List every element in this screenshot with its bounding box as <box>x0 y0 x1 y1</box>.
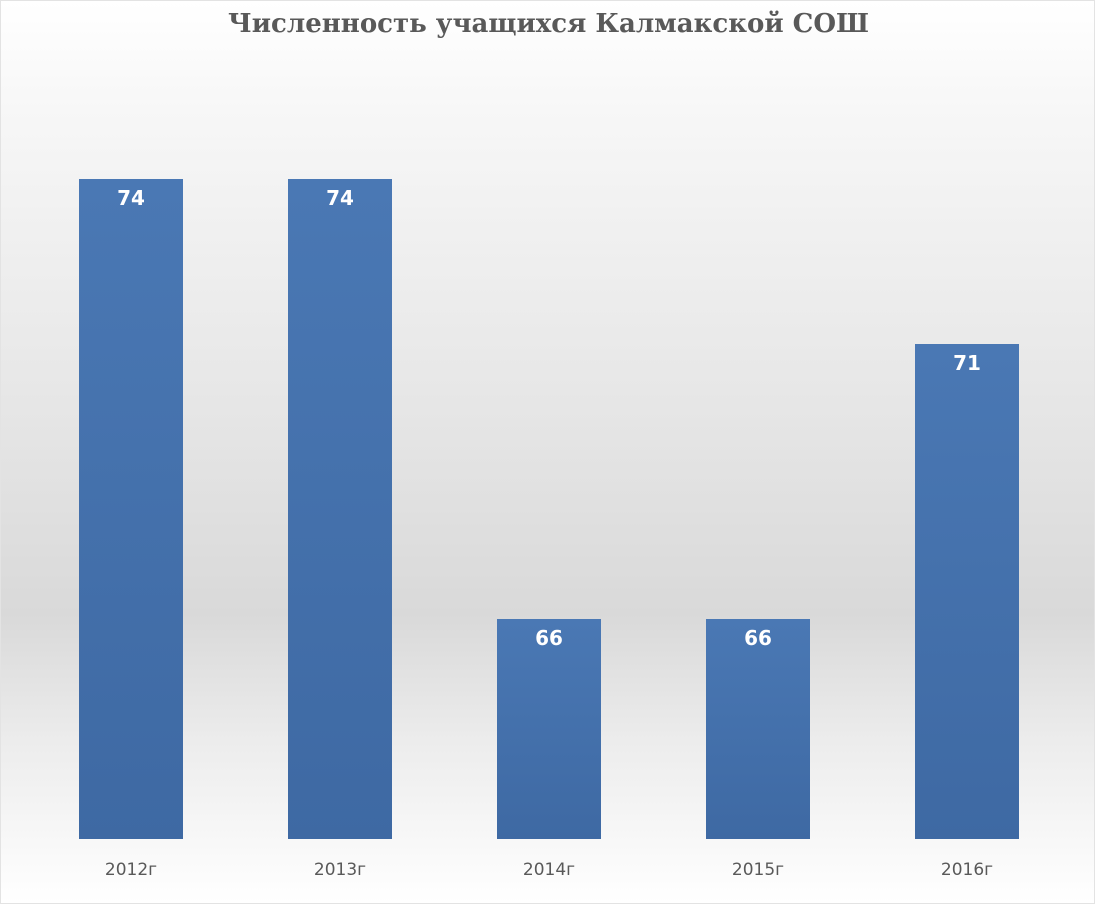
bar-2015г <box>706 619 810 839</box>
bar-2016г <box>915 344 1019 839</box>
bars-group <box>79 179 1019 839</box>
x-tick-label-2015г: 2015г <box>732 860 784 880</box>
data-labels-group: 74 74 66 66 71 <box>117 186 981 650</box>
chart-title: Численность учащихся Калмакской СОШ <box>228 9 869 39</box>
data-label-2012г: 74 <box>117 186 145 210</box>
bar-2013г <box>288 179 392 839</box>
x-axis-tick-labels: 2012г 2013г 2014г 2015г 2016г <box>105 860 993 880</box>
x-tick-label-2016г: 2016г <box>941 860 993 880</box>
bar-2014г <box>497 619 601 839</box>
data-label-2014г: 66 <box>535 626 563 650</box>
bar-2012г <box>79 179 183 839</box>
data-label-2013г: 74 <box>326 186 354 210</box>
x-tick-label-2013г: 2013г <box>314 860 366 880</box>
data-label-2016г: 71 <box>953 351 981 375</box>
x-tick-label-2014г: 2014г <box>523 860 575 880</box>
x-tick-label-2012г: 2012г <box>105 860 157 880</box>
data-label-2015г: 66 <box>744 626 772 650</box>
